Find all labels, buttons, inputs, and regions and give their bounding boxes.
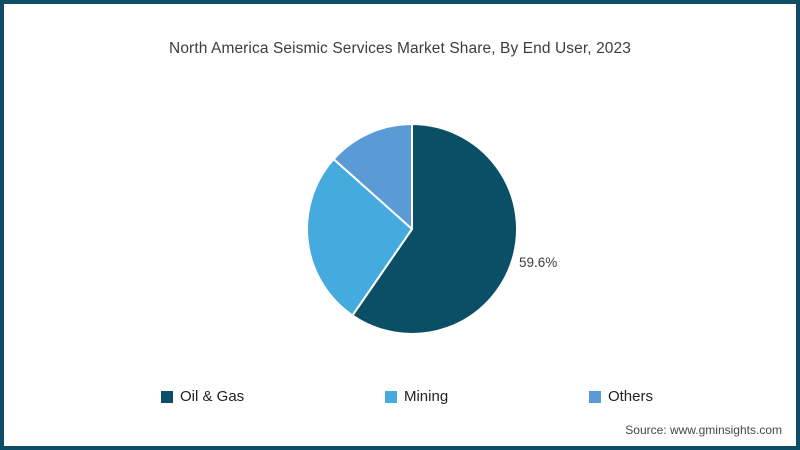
pie-slice-oil-gas bbox=[351, 123, 518, 335]
legend-label-others: Others bbox=[607, 388, 653, 405]
legend-swatch-oil-gas bbox=[161, 390, 173, 403]
legend-label-mining: Mining bbox=[403, 388, 449, 405]
legend-item-others: Others bbox=[588, 388, 653, 405]
chart-title: North America Seismic Services Market Sh… bbox=[169, 40, 631, 57]
legend-item-oil-gas: Oil & Gas bbox=[161, 388, 244, 405]
pie-slice-mining bbox=[306, 158, 413, 317]
legend: Oil & Gas Mining Others bbox=[161, 388, 653, 405]
pie-slice-others bbox=[332, 123, 413, 230]
pie-svg bbox=[306, 123, 518, 335]
legend-label-oil-gas: Oil & Gas bbox=[180, 388, 245, 405]
legend-swatch-mining bbox=[384, 390, 397, 403]
pie-chart bbox=[302, 119, 522, 339]
legend-swatch-others bbox=[588, 390, 601, 403]
legend-item-mining: Mining bbox=[384, 388, 449, 405]
source-text: Source: www.gminsights.com bbox=[625, 423, 782, 437]
slice-value-label: 59.6% bbox=[519, 255, 558, 270]
